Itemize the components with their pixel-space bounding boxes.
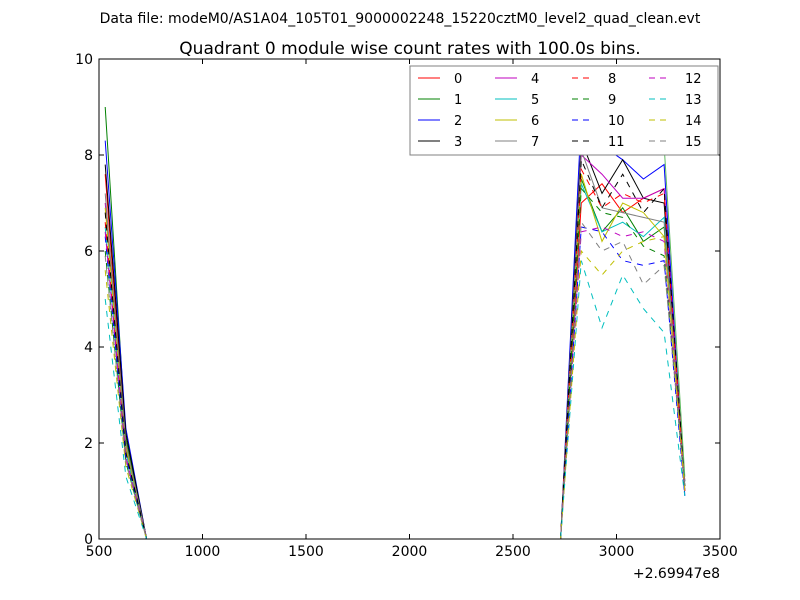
legend-label-11: 11	[608, 135, 625, 150]
legend-label-8: 8	[608, 72, 616, 87]
series-line-11	[104, 159, 686, 540]
series-line-13	[104, 260, 686, 540]
x-tick-label: 2500	[495, 544, 531, 560]
series-line-1	[104, 106, 686, 540]
legend-box	[409, 65, 719, 156]
series-line-12	[104, 226, 686, 540]
legend-label-9: 9	[608, 93, 616, 108]
legend-label-6: 6	[531, 114, 539, 129]
x-tick-label: 1500	[288, 544, 324, 560]
legend-label-4: 4	[531, 72, 539, 87]
legend-label-7: 7	[531, 135, 539, 150]
legend-label-15: 15	[685, 135, 702, 150]
plot-lines	[104, 106, 686, 540]
legend-label-2: 2	[454, 114, 462, 129]
series-line-9	[104, 187, 686, 540]
legend-label-5: 5	[531, 93, 539, 108]
legend-label-12: 12	[685, 72, 702, 87]
x-offset-label: +2.69947e8	[633, 566, 720, 582]
y-tick-label: 2	[84, 436, 93, 452]
legend-label-3: 3	[454, 135, 462, 150]
series-line-2	[104, 115, 686, 540]
series-line-3	[104, 140, 686, 540]
x-tick-label: 2000	[392, 544, 428, 560]
series-line-10	[104, 226, 686, 540]
y-tick-label: 6	[84, 244, 93, 260]
chart-title: Quadrant 0 module wise count rates with …	[179, 39, 640, 59]
series-line-8	[104, 167, 686, 540]
series-line-14	[104, 235, 686, 540]
series-line-4	[104, 153, 686, 540]
legend-label-14: 14	[685, 114, 702, 129]
y-tick-label: 0	[84, 532, 93, 548]
x-tick-label: 500	[86, 544, 113, 560]
legend-label-1: 1	[454, 93, 462, 108]
data-file-header: Data file: modeM0/AS1A04_105T01_90000022…	[100, 11, 701, 27]
y-tick-label: 10	[75, 52, 93, 68]
legend-label-10: 10	[608, 114, 625, 129]
x-tick-label: 3500	[702, 544, 738, 560]
series-line-6	[104, 174, 686, 540]
series-line-5	[104, 183, 686, 540]
y-tick-label: 4	[84, 340, 93, 356]
legend-label-0: 0	[454, 72, 462, 87]
y-tick-label: 8	[84, 148, 93, 164]
x-tick-label: 1000	[185, 544, 221, 560]
x-tick-label: 3000	[599, 544, 635, 560]
legend-label-13: 13	[685, 93, 702, 108]
